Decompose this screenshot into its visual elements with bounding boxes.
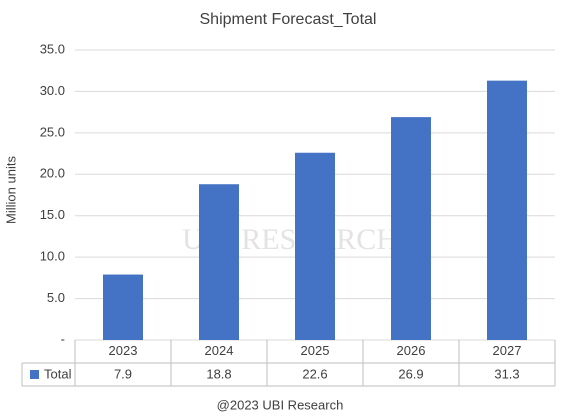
x-tick-label: 2024 xyxy=(205,343,234,358)
table-value: 7.9 xyxy=(114,366,132,381)
y-tick-label: 5.0 xyxy=(47,290,65,305)
x-tick-label: 2025 xyxy=(301,343,330,358)
y-tick-label: 25.0 xyxy=(40,124,65,139)
x-tick-label: 2027 xyxy=(493,343,522,358)
bar xyxy=(199,184,239,340)
bar xyxy=(487,80,527,341)
bar xyxy=(295,152,335,340)
table-value: 22.6 xyxy=(302,366,327,381)
source: @2023 UBI Research xyxy=(217,397,344,412)
table-value: 26.9 xyxy=(398,366,423,381)
y-tick-label: 35.0 xyxy=(40,41,65,56)
y-tick-label: 30.0 xyxy=(40,83,65,98)
bar xyxy=(103,274,143,340)
legend-swatch xyxy=(30,370,39,379)
bar xyxy=(391,117,431,340)
y-tick-label: 20.0 xyxy=(40,166,65,181)
table-value: 31.3 xyxy=(494,366,519,381)
chart-title: Shipment Forecast_Total xyxy=(200,11,377,28)
x-tick-label: 2026 xyxy=(397,343,426,358)
table-value: 18.8 xyxy=(206,366,231,381)
y-tick-label: 10.0 xyxy=(40,249,65,264)
y-tick-label: - xyxy=(61,331,65,346)
x-tick-label: 2023 xyxy=(109,343,138,358)
y-tick-label: 15.0 xyxy=(40,207,65,222)
legend-label: Total xyxy=(44,366,72,381)
y-axis-label: Million units xyxy=(3,156,18,224)
